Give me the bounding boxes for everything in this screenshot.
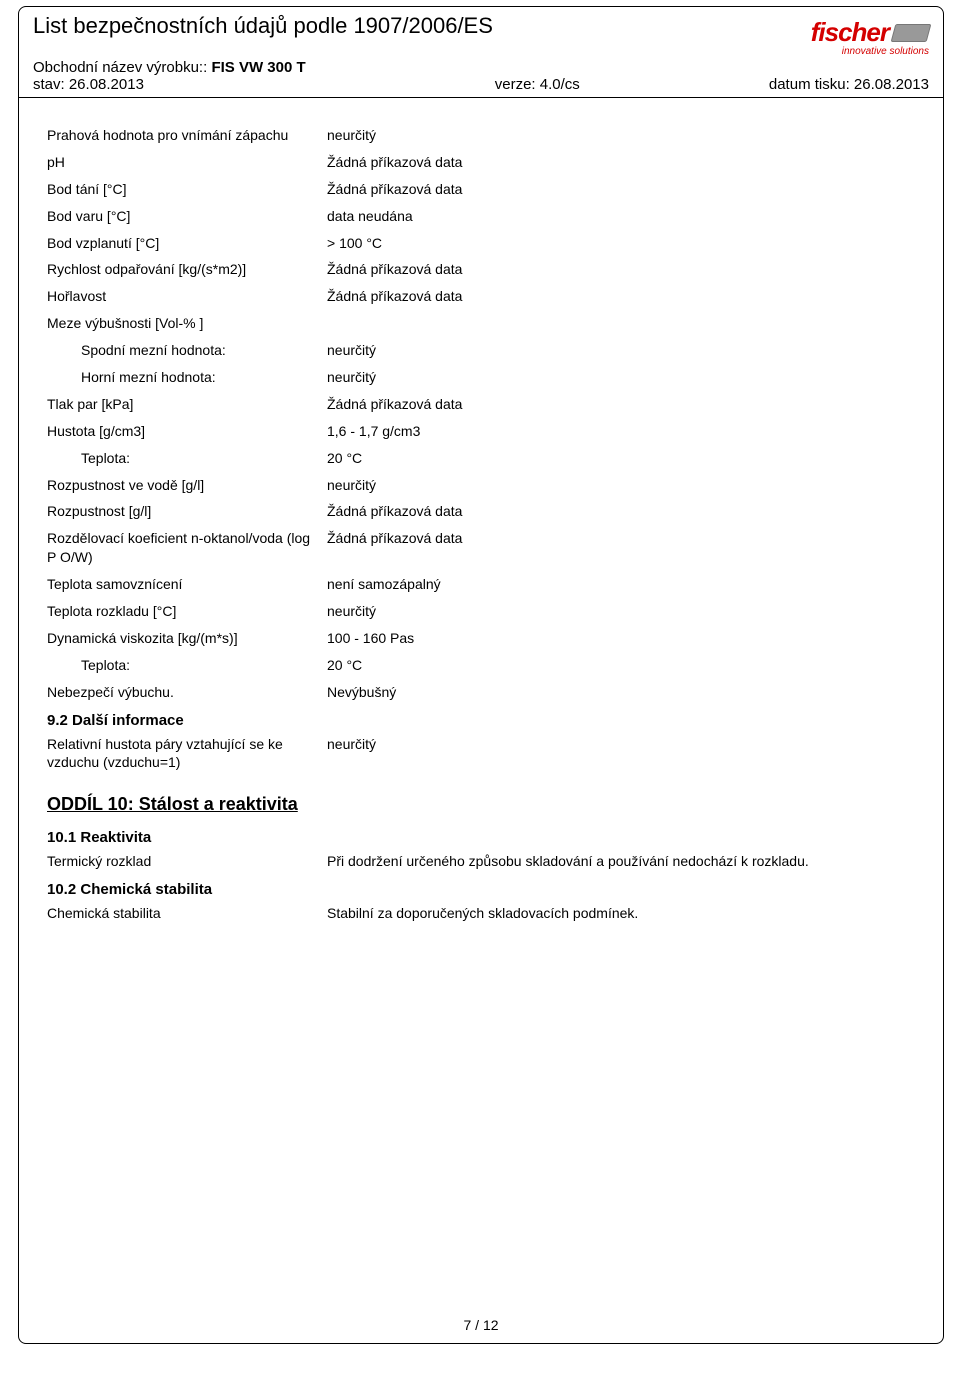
property-row: Bod varu [°C]data neudána: [47, 207, 925, 226]
property-value: neurčitý: [327, 368, 925, 387]
version: verze: 4.0/cs: [495, 76, 580, 93]
property-row: Termický rozkladPři dodržení určeného zp…: [47, 852, 925, 871]
property-value: není samozápalný: [327, 575, 925, 594]
header-bottom-row: Obchodní název výrobku:: FIS VW 300 T st…: [19, 59, 943, 97]
property-label: Rozpustnost [g/l]: [47, 502, 327, 521]
document-title: List bezpečnostních údajů podle 1907/200…: [33, 13, 493, 39]
status-date: stav: 26.08.2013: [33, 76, 306, 93]
property-label: pH: [47, 153, 327, 172]
property-value: neurčitý: [327, 126, 925, 145]
property-row: Horní mezní hodnota:neurčitý: [47, 368, 925, 387]
property-label: Bod varu [°C]: [47, 207, 327, 226]
header-left-block: Obchodní název výrobku:: FIS VW 300 T st…: [33, 59, 306, 93]
property-row: Spodní mezní hodnota:neurčitý: [47, 341, 925, 360]
property-row: Prahová hodnota pro vnímání zápachuneurč…: [47, 126, 925, 145]
property-value: neurčitý: [327, 476, 925, 495]
property-value: Žádná příkazová data: [327, 153, 925, 172]
property-row: Bod tání [°C]Žádná příkazová data: [47, 180, 925, 199]
section-10-2-rows: Chemická stabilitaStabilní za doporučený…: [47, 904, 925, 923]
page-number: 7 / 12: [463, 1317, 498, 1333]
property-label: Horní mezní hodnota:: [47, 368, 327, 387]
property-row: Teplota samovznícenínení samozápalný: [47, 575, 925, 594]
property-row: Chemická stabilitaStabilní za doporučený…: [47, 904, 925, 923]
page-footer: 7 / 12: [19, 1317, 943, 1333]
property-label: Nebezpečí výbuchu.: [47, 683, 327, 702]
property-value: > 100 °C: [327, 234, 925, 253]
property-value: Stabilní za doporučených skladovacích po…: [327, 904, 925, 923]
product-name: FIS VW 300 T: [211, 59, 305, 76]
property-row: Tlak par [kPa]Žádná příkazová data: [47, 395, 925, 414]
property-value: 100 - 160 Pas: [327, 629, 925, 648]
property-label: Dynamická viskozita [kg/(m*s)]: [47, 629, 327, 648]
property-row: Bod vzplanutí [°C]> 100 °C: [47, 234, 925, 253]
property-value: neurčitý: [327, 735, 925, 773]
property-label: Termický rozklad: [47, 852, 327, 871]
property-label: Prahová hodnota pro vnímání zápachu: [47, 126, 327, 145]
property-value: Žádná příkazová data: [327, 287, 925, 306]
property-row: Rychlost odpařování [kg/(s*m2)]Žádná pří…: [47, 260, 925, 279]
property-label: Rozpustnost ve vodě [g/l]: [47, 476, 327, 495]
property-row: Teplota rozkladu [°C]neurčitý: [47, 602, 925, 621]
section-10-1-rows: Termický rozkladPři dodržení určeného zp…: [47, 852, 925, 871]
property-label: Relativní hustota páry vztahující se ke …: [47, 735, 327, 773]
section-10-heading: ODDÍL 10: Stálost a reaktivita: [47, 794, 925, 815]
property-value: 20 °C: [327, 656, 925, 675]
property-label: Hustota [g/cm3]: [47, 422, 327, 441]
property-row: Rozdělovací koeficient n-oktanol/voda (l…: [47, 529, 925, 567]
property-label: Teplota samovznícení: [47, 575, 327, 594]
property-label: Rychlost odpařování [kg/(s*m2)]: [47, 260, 327, 279]
property-value: 20 °C: [327, 449, 925, 468]
property-row: Hustota [g/cm3]1,6 - 1,7 g/cm3: [47, 422, 925, 441]
property-label: Hořlavost: [47, 287, 327, 306]
logo-badge-icon: [891, 24, 932, 42]
property-row: Relativní hustota páry vztahující se ke …: [47, 735, 925, 773]
section-9-2-heading: 9.2 Další informace: [47, 712, 925, 729]
property-label: Bod tání [°C]: [47, 180, 327, 199]
properties-list: Prahová hodnota pro vnímání zápachuneurč…: [47, 126, 925, 702]
property-row: Nebezpečí výbuchu.Nevýbušný: [47, 683, 925, 702]
property-value: Žádná příkazová data: [327, 260, 925, 279]
brand-logo: fischer innovative solutions: [811, 13, 929, 57]
header-top-row: List bezpečnostních údajů podle 1907/200…: [19, 7, 943, 59]
property-row: Teplota:20 °C: [47, 449, 925, 468]
print-date: datum tisku: 26.08.2013: [769, 76, 929, 93]
section-10-1-heading: 10.1 Reaktivita: [47, 829, 925, 846]
property-label: Teplota rozkladu [°C]: [47, 602, 327, 621]
property-value: [327, 314, 925, 333]
property-row: Rozpustnost [g/l]Žádná příkazová data: [47, 502, 925, 521]
section-10-2-heading: 10.2 Chemická stabilita: [47, 881, 925, 898]
section-9-2-rows: Relativní hustota páry vztahující se ke …: [47, 735, 925, 773]
property-value: data neudána: [327, 207, 925, 226]
logo-row: fischer: [811, 17, 929, 48]
property-label: Rozdělovací koeficient n-oktanol/voda (l…: [47, 529, 327, 567]
document-body: Prahová hodnota pro vnímání zápachuneurč…: [19, 98, 943, 923]
product-label: Obchodní název výrobku::: [33, 59, 211, 76]
property-label: Teplota:: [47, 656, 327, 675]
logo-text: fischer: [811, 17, 889, 48]
property-value: Žádná příkazová data: [327, 529, 925, 567]
property-label: Chemická stabilita: [47, 904, 327, 923]
property-value: Nevýbušný: [327, 683, 925, 702]
property-row: Dynamická viskozita [kg/(m*s)]100 - 160 …: [47, 629, 925, 648]
property-label: Teplota:: [47, 449, 327, 468]
property-value: Žádná příkazová data: [327, 180, 925, 199]
document-header: List bezpečnostních údajů podle 1907/200…: [19, 7, 943, 98]
property-label: Spodní mezní hodnota:: [47, 341, 327, 360]
property-row: Teplota:20 °C: [47, 656, 925, 675]
property-row: Rozpustnost ve vodě [g/l]neurčitý: [47, 476, 925, 495]
property-row: pHŽádná příkazová data: [47, 153, 925, 172]
property-value: Žádná příkazová data: [327, 502, 925, 521]
property-row: HořlavostŽádná příkazová data: [47, 287, 925, 306]
property-label: Meze výbušnosti [Vol-% ]: [47, 314, 327, 333]
product-line: Obchodní název výrobku:: FIS VW 300 T: [33, 59, 306, 76]
page-frame: List bezpečnostních údajů podle 1907/200…: [18, 6, 944, 1344]
property-label: Tlak par [kPa]: [47, 395, 327, 414]
property-value: 1,6 - 1,7 g/cm3: [327, 422, 925, 441]
property-label: Bod vzplanutí [°C]: [47, 234, 327, 253]
property-value: neurčitý: [327, 341, 925, 360]
property-row: Meze výbušnosti [Vol-% ]: [47, 314, 925, 333]
property-value: neurčitý: [327, 602, 925, 621]
property-value: Při dodržení určeného způsobu skladování…: [327, 852, 925, 871]
property-value: Žádná příkazová data: [327, 395, 925, 414]
